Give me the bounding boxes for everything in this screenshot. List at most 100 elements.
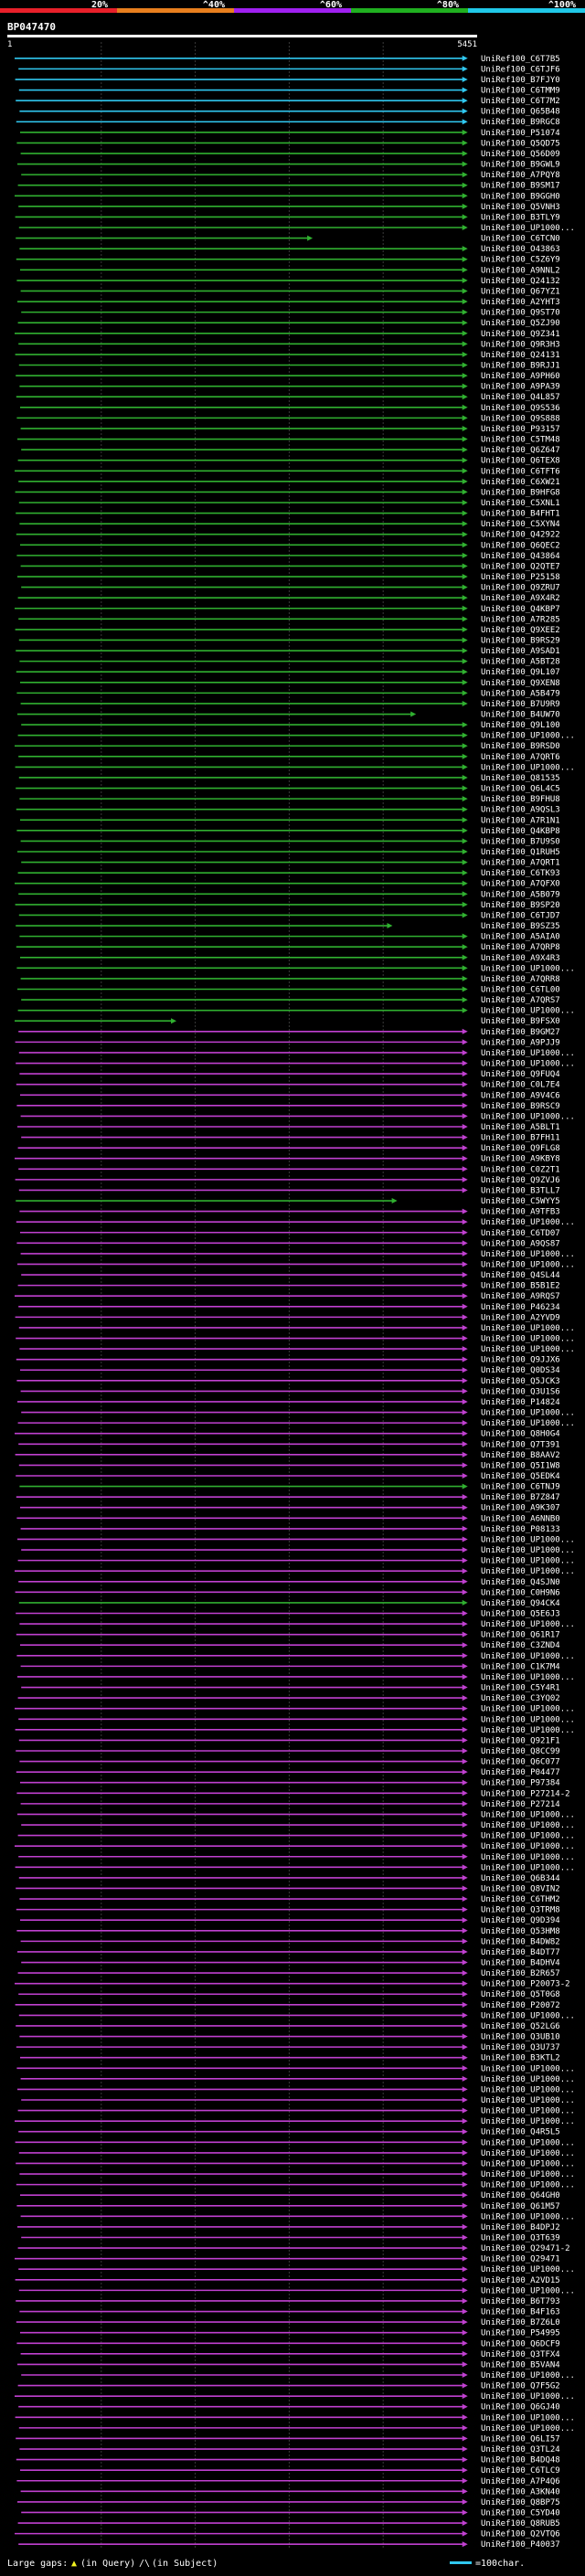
hit-label[interactable]: UniRef100_B7FJY0 bbox=[481, 76, 560, 85]
hit-label[interactable]: UniRef100_B4DPJ2 bbox=[481, 2223, 560, 2232]
hit-label[interactable]: UniRef100_UP1000... bbox=[481, 1726, 575, 1735]
hit-label[interactable]: UniRef100_A5B479 bbox=[481, 689, 560, 698]
hit-label[interactable]: UniRef100_Q5JCK3 bbox=[481, 1377, 560, 1386]
hit-label[interactable]: UniRef100_P20073-2 bbox=[481, 1980, 570, 1989]
hit-label[interactable]: UniRef100_Q42922 bbox=[481, 531, 560, 540]
hit-label[interactable]: UniRef100_A9X4R3 bbox=[481, 954, 560, 963]
hit-label[interactable]: UniRef100_A7QRT1 bbox=[481, 859, 560, 868]
hit-label[interactable]: UniRef100_UP1000... bbox=[481, 2075, 575, 2084]
hit-label[interactable]: UniRef100_Q9S536 bbox=[481, 404, 560, 413]
hit-label[interactable]: UniRef100_Q6B344 bbox=[481, 1874, 560, 1883]
hit-label[interactable]: UniRef100_Q67YZ1 bbox=[481, 287, 560, 296]
hit-label[interactable]: UniRef100_UP1000... bbox=[481, 2085, 575, 2094]
hit-label[interactable]: UniRef100_Q6Z647 bbox=[481, 446, 560, 455]
hit-label[interactable]: UniRef100_UP1000... bbox=[481, 964, 575, 973]
hit-label[interactable]: UniRef100_P54995 bbox=[481, 2329, 560, 2338]
hit-label[interactable]: UniRef100_Q3U1S6 bbox=[481, 1387, 560, 1396]
hit-label[interactable]: UniRef100_B9GM27 bbox=[481, 1028, 560, 1037]
hit-label[interactable]: UniRef100_P51074 bbox=[481, 129, 560, 138]
hit-label[interactable]: UniRef100_Q6DCF9 bbox=[481, 2339, 560, 2348]
hit-label[interactable]: UniRef100_C6TCN0 bbox=[481, 235, 560, 244]
hit-label[interactable]: UniRef100_Q3TRM8 bbox=[481, 1906, 560, 1915]
hit-label[interactable]: UniRef100_B3TLL7 bbox=[481, 1186, 560, 1195]
hit-label[interactable]: UniRef100_Q3TFX4 bbox=[481, 2350, 560, 2359]
hit-label[interactable]: UniRef100_P20072 bbox=[481, 2001, 560, 2010]
hit-label[interactable]: UniRef100_Q53HM8 bbox=[481, 1927, 560, 1936]
hit-label[interactable]: UniRef100_UP1000... bbox=[481, 2159, 575, 2168]
hit-label[interactable]: UniRef100_C6TK93 bbox=[481, 869, 560, 878]
hit-label[interactable]: UniRef100_Q4KBP7 bbox=[481, 605, 560, 614]
hit-label[interactable]: UniRef100_UP1000... bbox=[481, 1705, 575, 1714]
hit-label[interactable]: UniRef100_UP1000... bbox=[481, 2011, 575, 2020]
hit-label[interactable]: UniRef100_A7QRS7 bbox=[481, 996, 560, 1005]
hit-label[interactable]: UniRef100_B3TLY9 bbox=[481, 213, 560, 222]
hit-label[interactable]: UniRef100_Q7T391 bbox=[481, 1440, 560, 1449]
hit-label[interactable]: UniRef100_C6TJF6 bbox=[481, 65, 560, 74]
hit-label[interactable]: UniRef100_P93157 bbox=[481, 425, 560, 434]
hit-label[interactable]: UniRef100_C6TNJ9 bbox=[481, 1483, 560, 1492]
hit-label[interactable]: UniRef100_C6T7M2 bbox=[481, 97, 560, 106]
hit-label[interactable]: UniRef100_A9V4C6 bbox=[481, 1091, 560, 1100]
hit-label[interactable]: UniRef100_Q9L107 bbox=[481, 668, 560, 677]
hit-label[interactable]: UniRef100_Q6L4C5 bbox=[481, 785, 560, 794]
hit-label[interactable]: UniRef100_B7U9S0 bbox=[481, 837, 560, 846]
hit-label[interactable]: UniRef100_C5TM48 bbox=[481, 436, 560, 445]
hit-label[interactable]: UniRef100_UP1000... bbox=[481, 1049, 575, 1058]
hit-label[interactable]: UniRef100_A9PJJ9 bbox=[481, 1038, 560, 1047]
hit-label[interactable]: UniRef100_UP1000... bbox=[481, 1419, 575, 1428]
hit-label[interactable]: UniRef100_Q0DS34 bbox=[481, 1366, 560, 1375]
hit-label[interactable]: UniRef100_B4DHV4 bbox=[481, 1959, 560, 1968]
hit-label[interactable]: UniRef100_Q8BP75 bbox=[481, 2498, 560, 2507]
hit-label[interactable]: UniRef100_Q24132 bbox=[481, 277, 560, 286]
hit-label[interactable]: UniRef100_A7QRP8 bbox=[481, 943, 560, 952]
hit-label[interactable]: UniRef100_Q9JJX6 bbox=[481, 1356, 560, 1365]
hit-label[interactable]: UniRef100_A9QS87 bbox=[481, 1239, 560, 1248]
hit-label[interactable]: UniRef100_A7PQY8 bbox=[481, 171, 560, 180]
hit-label[interactable]: UniRef100_C6T7B5 bbox=[481, 55, 560, 64]
hit-label[interactable]: UniRef100_Q81535 bbox=[481, 774, 560, 783]
hit-label[interactable]: UniRef100_A9RQS7 bbox=[481, 1292, 560, 1301]
hit-label[interactable]: UniRef100_UP1000... bbox=[481, 1863, 575, 1872]
hit-label[interactable]: UniRef100_C5XNL1 bbox=[481, 499, 560, 508]
hit-label[interactable]: UniRef100_B9RGC8 bbox=[481, 118, 560, 127]
hit-label[interactable]: UniRef100_C6TMM9 bbox=[481, 87, 560, 96]
hit-label[interactable]: UniRef100_A9X4R2 bbox=[481, 594, 560, 603]
hit-label[interactable]: UniRef100_A7QFX0 bbox=[481, 880, 560, 889]
hit-label[interactable]: UniRef100_A7QRR8 bbox=[481, 975, 560, 984]
hit-label[interactable]: UniRef100_Q64GH0 bbox=[481, 2191, 560, 2200]
hit-label[interactable]: UniRef100_C6TD07 bbox=[481, 1229, 560, 1238]
hit-label[interactable]: UniRef100_Q52LG6 bbox=[481, 2022, 560, 2031]
hit-label[interactable]: UniRef100_Q9D394 bbox=[481, 1916, 560, 1925]
hit-label[interactable]: UniRef100_A5AIA0 bbox=[481, 933, 560, 942]
hit-label[interactable]: UniRef100_C5XYN4 bbox=[481, 520, 560, 529]
hit-label[interactable]: UniRef100_B6T793 bbox=[481, 2297, 560, 2306]
hit-label[interactable]: UniRef100_Q6QEC2 bbox=[481, 541, 560, 550]
hit-label[interactable]: UniRef100_C6TLC9 bbox=[481, 2466, 560, 2475]
hit-label[interactable]: UniRef100_B9RSC9 bbox=[481, 1102, 560, 1111]
hit-label[interactable]: UniRef100_A5BLT1 bbox=[481, 1123, 560, 1132]
hit-label[interactable]: UniRef100_C5Z6Y9 bbox=[481, 256, 560, 265]
hit-label[interactable]: UniRef100_B9SZ35 bbox=[481, 922, 560, 931]
hit-label[interactable]: UniRef100_Q5VNH3 bbox=[481, 203, 560, 212]
hit-label[interactable]: UniRef100_P25158 bbox=[481, 573, 560, 582]
hit-label[interactable]: UniRef100_P97384 bbox=[481, 1779, 560, 1788]
hit-label[interactable]: UniRef100_Q2QTE7 bbox=[481, 562, 560, 571]
hit-label[interactable]: UniRef100_Q94CK4 bbox=[481, 1599, 560, 1608]
hit-label[interactable]: UniRef100_A5B079 bbox=[481, 890, 560, 899]
hit-label[interactable]: UniRef100_UP1000... bbox=[481, 2371, 575, 2380]
hit-label[interactable]: UniRef100_B7Z6L0 bbox=[481, 2318, 560, 2327]
hit-label[interactable]: UniRef100_UP1000... bbox=[481, 2138, 575, 2147]
hit-label[interactable]: UniRef100_Q9ZRU7 bbox=[481, 584, 560, 593]
hit-label[interactable]: UniRef100_B9RSD0 bbox=[481, 742, 560, 751]
hit-label[interactable]: UniRef100_UP1000... bbox=[481, 1060, 575, 1069]
hit-label[interactable]: UniRef100_B3KTL2 bbox=[481, 2054, 560, 2063]
hit-label[interactable]: UniRef100_UP1000... bbox=[481, 1218, 575, 1227]
hit-label[interactable]: UniRef100_UP1000... bbox=[481, 2149, 575, 2158]
hit-label[interactable]: UniRef100_UP1000... bbox=[481, 1250, 575, 1259]
hit-label[interactable]: UniRef100_A7QRT6 bbox=[481, 753, 560, 762]
hit-label[interactable]: UniRef100_Q9S888 bbox=[481, 414, 560, 423]
hit-label[interactable]: UniRef100_C0L7E4 bbox=[481, 1081, 560, 1090]
hit-label[interactable]: UniRef100_C6XW21 bbox=[481, 478, 560, 487]
hit-label[interactable]: UniRef100_Q5T0G8 bbox=[481, 1990, 560, 1999]
hit-label[interactable]: UniRef100_Q9R3H3 bbox=[481, 340, 560, 349]
